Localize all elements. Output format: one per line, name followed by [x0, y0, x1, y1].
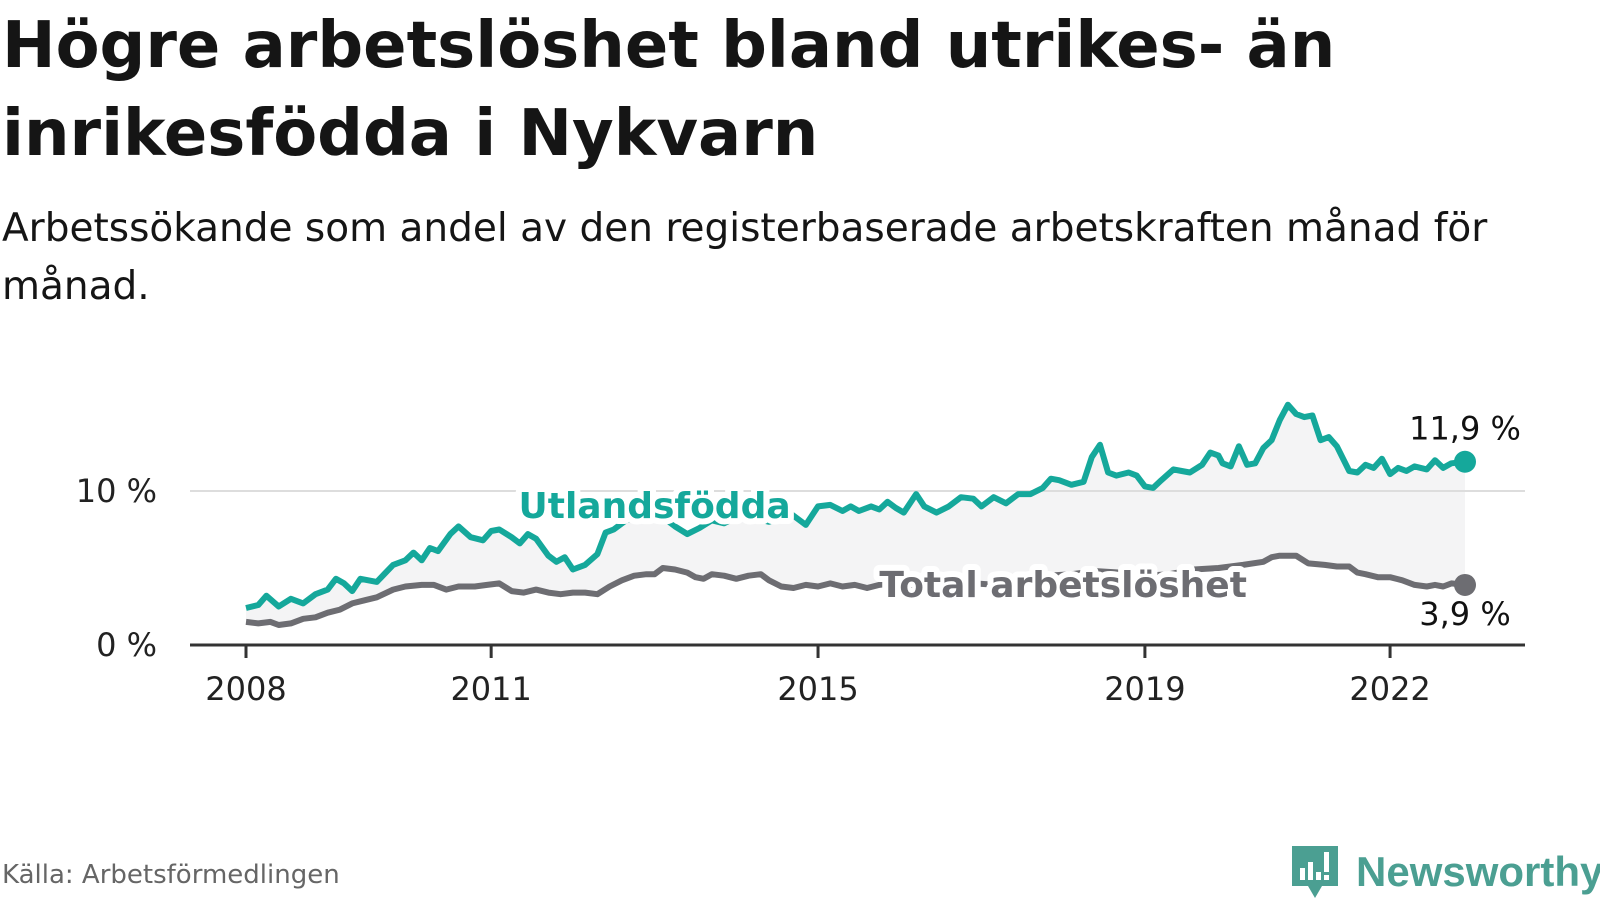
x-tick-label: 2022 [1349, 670, 1430, 708]
y-tick-label: 10 % [76, 472, 157, 510]
source-note: Källa: Arbetsförmedlingen [2, 860, 340, 890]
end-value-label-total: 3,9 % [1419, 595, 1510, 633]
x-tick-label: 2011 [450, 670, 531, 708]
end-point-total [1454, 573, 1476, 596]
x-tick-label: 2019 [1104, 670, 1185, 708]
series-label-foreign-born: Utlandsfödda [519, 486, 791, 527]
end-value-label-foreign-born: 11,9 % [1409, 410, 1521, 448]
gap-area [246, 404, 1465, 625]
x-tick-label: 2008 [205, 670, 286, 708]
x-axis-ticks: 2008 2011 2015 2019 2022 [205, 645, 1431, 708]
chart-subtitle: Arbetssökande som andel av den registerb… [2, 206, 1488, 309]
newsworthy-logo-icon [1292, 846, 1338, 898]
y-tick-label: 0 % [96, 626, 157, 664]
brand-name: Newsworthy [1356, 848, 1600, 895]
line-chart: 0 % 10 % 2008 2011 2015 2019 2022 Utlandsfödd… [76, 401, 1525, 708]
series-line-total [245, 552, 1466, 628]
end-point-foreign-born [1454, 450, 1476, 473]
newsworthy-logo[interactable]: Newsworthy [1290, 842, 1600, 902]
grid-layer: 0 % 10 % [76, 472, 1525, 664]
series-label-total: Total arbetslöshet [879, 565, 1247, 606]
x-tick-label: 2015 [777, 670, 858, 708]
chart-title: Högre arbetslöshet bland utrikes- än inr… [2, 9, 1336, 171]
series-line-foreign-born [245, 401, 1466, 611]
